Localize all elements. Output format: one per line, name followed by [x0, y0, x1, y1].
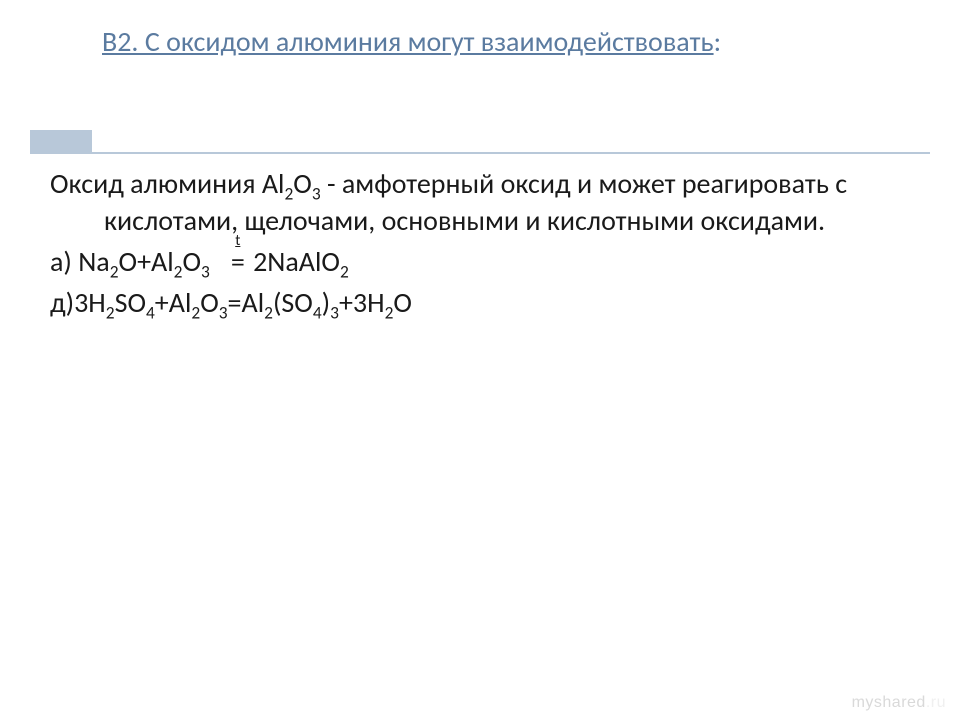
sub: 2: [264, 301, 273, 323]
sub: 2: [110, 261, 119, 283]
watermark-tld: .ru: [926, 694, 946, 711]
accent-tab: [30, 130, 92, 152]
slide-title-block: В2. С оксидом алюминия могут взаимодейст…: [0, 0, 960, 118]
watermark-main: myshared: [852, 694, 926, 711]
slide-title: В2. С оксидом алюминия могут взаимодейст…: [102, 24, 960, 59]
sub: 4: [313, 301, 322, 323]
equation-d: д)3H2SO4+Al2O3=Al2(SO4)3+3H2O: [50, 285, 910, 322]
equals-with-t: t=: [229, 244, 247, 281]
slide: В2. С оксидом алюминия могут взаимодейст…: [0, 0, 960, 720]
sub: 3: [312, 183, 321, 205]
eq-d-s6: +3H: [339, 285, 385, 320]
eq-d-s2: +Al: [155, 285, 192, 320]
eq-d-s3: O: [200, 285, 219, 320]
eq-d-prefix: д)3H: [50, 285, 106, 320]
eq-a-mid2: O: [182, 244, 201, 279]
p1-lead: Оксид алюминия Al: [50, 166, 284, 201]
eq-d-s1: SO: [115, 285, 146, 320]
sub: 2: [106, 301, 115, 323]
eq-d-s4: (SO: [273, 285, 313, 320]
title-underlined: В2. С оксидом алюминия могут взаимодейст…: [102, 24, 714, 59]
sub: 3: [219, 301, 228, 323]
sub: 2: [191, 301, 200, 323]
sub: 4: [146, 301, 155, 323]
eq-d-s5: ): [322, 285, 331, 320]
eq-d-s7: O: [393, 285, 412, 320]
sub: 3: [330, 301, 339, 323]
sub: 3: [201, 261, 210, 283]
accent-bar: [0, 130, 960, 152]
slide-body: Оксид алюминия Al2O3 - амфотерный оксид …: [50, 166, 910, 322]
eq-d-eq: =Al: [228, 285, 265, 320]
paragraph-1: Оксид алюминия Al2O3 - амфотерный оксид …: [50, 166, 910, 240]
watermark: myshared.ru: [852, 694, 946, 712]
eq-a-mid1: O+Al: [119, 244, 174, 279]
t-symbol: t: [235, 231, 240, 251]
eq-a-rhs: 2NaAlO: [247, 244, 340, 279]
sub: 2: [340, 261, 349, 283]
equation-a: а) Na2O+Al2O3 t= 2NaAlO2: [50, 244, 910, 281]
accent-line: [30, 152, 930, 154]
sub: 2: [284, 183, 293, 205]
title-tail: :: [714, 24, 722, 59]
eq-a-prefix: а) Na: [50, 244, 110, 279]
